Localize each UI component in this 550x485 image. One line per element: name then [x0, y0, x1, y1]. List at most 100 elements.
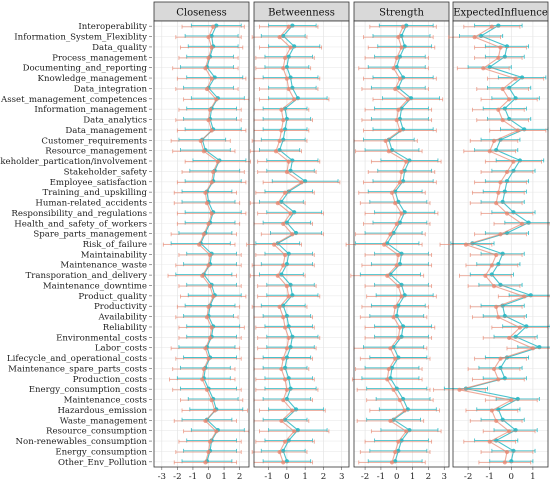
series-point-strength-s1-25 — [396, 283, 401, 289]
series-point-strength-s1-35 — [391, 387, 396, 392]
series-point-closeness-s1-35 — [204, 387, 210, 392]
series-point-expectedinfluence-s1-20 — [498, 232, 503, 237]
category-label-employee-satisfaction: Employee_satisfaction — [50, 178, 148, 188]
x-tick-label-closeness--3: -3 — [158, 472, 166, 481]
series-point-strength-s1-40 — [396, 439, 401, 444]
series-point-strength-s1-28 — [391, 315, 396, 320]
category-label-product-quality: Product_quality — [78, 292, 147, 302]
series-point-betweenness-s1-37 — [290, 408, 295, 413]
series-point-strength-s1-1 — [396, 35, 401, 40]
category-label-resource-management: Resource_management — [45, 147, 147, 157]
series-point-betweenness-s1-22 — [282, 252, 288, 258]
series-point-strength-s1-17 — [393, 201, 398, 206]
series-point-expectedinfluence-s1-7 — [507, 97, 512, 102]
category-label-availability: Availability — [97, 313, 147, 323]
x-tick-label-betweenness-1: 1 — [302, 472, 307, 481]
x-tick-label-betweenness-3: 3 — [339, 472, 344, 481]
category-label-interoperability: Interoperability — [78, 22, 147, 32]
category-label-labor-costs: Labor_costs — [95, 344, 147, 354]
series-point-closeness-s1-32 — [206, 356, 211, 361]
category-label-energy-consumption-costs: Energy_consumption_costs — [29, 385, 147, 395]
series-point-strength-s1-31 — [388, 346, 393, 351]
category-label-maintenance-spare-parts-costs: Maintenance_spare_parts_costs — [8, 364, 147, 374]
category-label-productivity: Productivity — [94, 302, 147, 312]
category-label-maintainability: Maintainability — [81, 250, 147, 260]
x-tick-label-betweenness-2: 2 — [321, 472, 326, 481]
series-point-closeness-s1-41 — [206, 449, 211, 455]
series-point-closeness-s1-11 — [198, 138, 203, 143]
series-point-expectedinfluence-s1-9 — [500, 118, 505, 123]
series-point-strength-s1-34 — [385, 377, 390, 382]
x-tick-label-strength-2: 2 — [426, 472, 431, 481]
series-point-strength-s1-26 — [399, 294, 404, 299]
series-point-closeness-s1-8 — [207, 107, 213, 112]
series-point-closeness-s1-42 — [203, 460, 208, 465]
series-point-closeness-s1-6 — [204, 86, 210, 92]
series-point-strength-s1-8 — [396, 107, 401, 112]
series-point-betweenness-s1-4 — [281, 66, 286, 71]
series-point-strength-s1-18 — [399, 211, 404, 216]
category-label-spare-parts-management: Spare_parts_management — [33, 230, 147, 240]
x-tick-label-strength-1: 1 — [410, 472, 415, 481]
series-point-strength-s1-23 — [394, 263, 399, 268]
category-label-transporation-and-delivery: Transporation_and_delivery — [26, 271, 148, 281]
series-point-expectedinfluence-s1-30 — [507, 335, 512, 341]
series-point-closeness-s1-34 — [200, 377, 205, 382]
category-label-other-env-pollution: Other_Env_Pollution — [58, 458, 147, 468]
series-point-closeness-s1-33 — [201, 366, 206, 372]
series-point-betweenness-s1-39 — [292, 429, 297, 434]
series-point-strength-s1-27 — [393, 304, 398, 309]
series-point-betweenness-s1-40 — [282, 439, 288, 444]
x-tick-label-strength--2: -2 — [361, 472, 369, 481]
x-tick-label-closeness--2: -2 — [173, 472, 181, 481]
series-point-closeness-s1-25 — [207, 283, 213, 289]
series-point-strength-s1-11 — [383, 138, 388, 143]
series-point-closeness-s1-3 — [206, 55, 211, 61]
series-point-strength-s1-19 — [394, 221, 399, 226]
series-point-betweenness-s1-9 — [281, 118, 286, 123]
series-point-betweenness-s1-38 — [279, 418, 284, 424]
series-point-expectedinfluence-s1-24 — [483, 273, 488, 278]
series-point-strength-s1-20 — [388, 232, 393, 237]
x-tick-label-expectedinfluence-1: 1 — [530, 472, 535, 481]
category-label-data-integration: Data_integration — [74, 84, 148, 94]
series-point-expectedinfluence-s1-31 — [530, 346, 535, 351]
series-point-betweenness-s1-21 — [271, 242, 277, 247]
series-point-strength-s1-36 — [397, 398, 403, 403]
series-point-strength-s1-3 — [394, 55, 399, 61]
panel-border-expectedinfluence — [452, 20, 549, 468]
series-point-betweenness-s1-6 — [286, 86, 291, 92]
series-point-closeness-s1-16 — [203, 190, 208, 195]
category-label-energy-consumption: Energy_consumption — [55, 447, 147, 457]
series-point-expectedinfluence-s1-5 — [513, 76, 518, 81]
series-point-expectedinfluence-s1-6 — [500, 86, 505, 92]
series-point-expectedinfluence-s1-3 — [496, 55, 501, 61]
category-label-non-renewables-consumption: Non-renewables_consumption — [16, 437, 148, 447]
series-point-expectedinfluence-s1-28 — [496, 315, 501, 320]
series-point-betweenness-s1-36 — [281, 398, 286, 403]
category-label-stakeholder-partication-involvement: Stakeholder_partication/involvement — [0, 157, 148, 167]
series-point-expectedinfluence-s1-14 — [504, 169, 510, 175]
x-tick-label-closeness-0: 0 — [206, 472, 211, 481]
series-point-strength-s1-29 — [397, 325, 403, 330]
series-point-closeness-s1-31 — [203, 346, 208, 351]
series-point-expectedinfluence-s1-32 — [498, 356, 503, 361]
category-label-data-analytics: Data_analytics — [83, 116, 147, 126]
series-point-expectedinfluence-s1-35 — [457, 387, 462, 392]
series-point-betweenness-s1-8 — [279, 107, 284, 112]
series-point-betweenness-s1-27 — [277, 304, 282, 309]
series-point-strength-s1-0 — [400, 24, 406, 29]
series-point-expectedinfluence-s1-15 — [498, 180, 503, 185]
series-point-expectedinfluence-s1-39 — [507, 429, 512, 434]
series-point-betweenness-s1-25 — [284, 283, 289, 289]
series-point-strength-s1-42 — [389, 460, 395, 465]
series-point-closeness-s1-22 — [207, 252, 213, 258]
series-point-betweenness-s1-26 — [286, 294, 291, 299]
category-label-data-management: Data_management — [65, 126, 147, 136]
series-point-strength-s1-38 — [388, 418, 393, 424]
series-point-strength-s1-13 — [404, 159, 409, 164]
series-point-closeness-s1-15 — [209, 180, 214, 185]
series-point-betweenness-s1-17 — [275, 201, 280, 206]
category-label-waste-management: Waste_management — [60, 416, 148, 426]
series-point-expectedinfluence-s1-27 — [494, 304, 499, 309]
